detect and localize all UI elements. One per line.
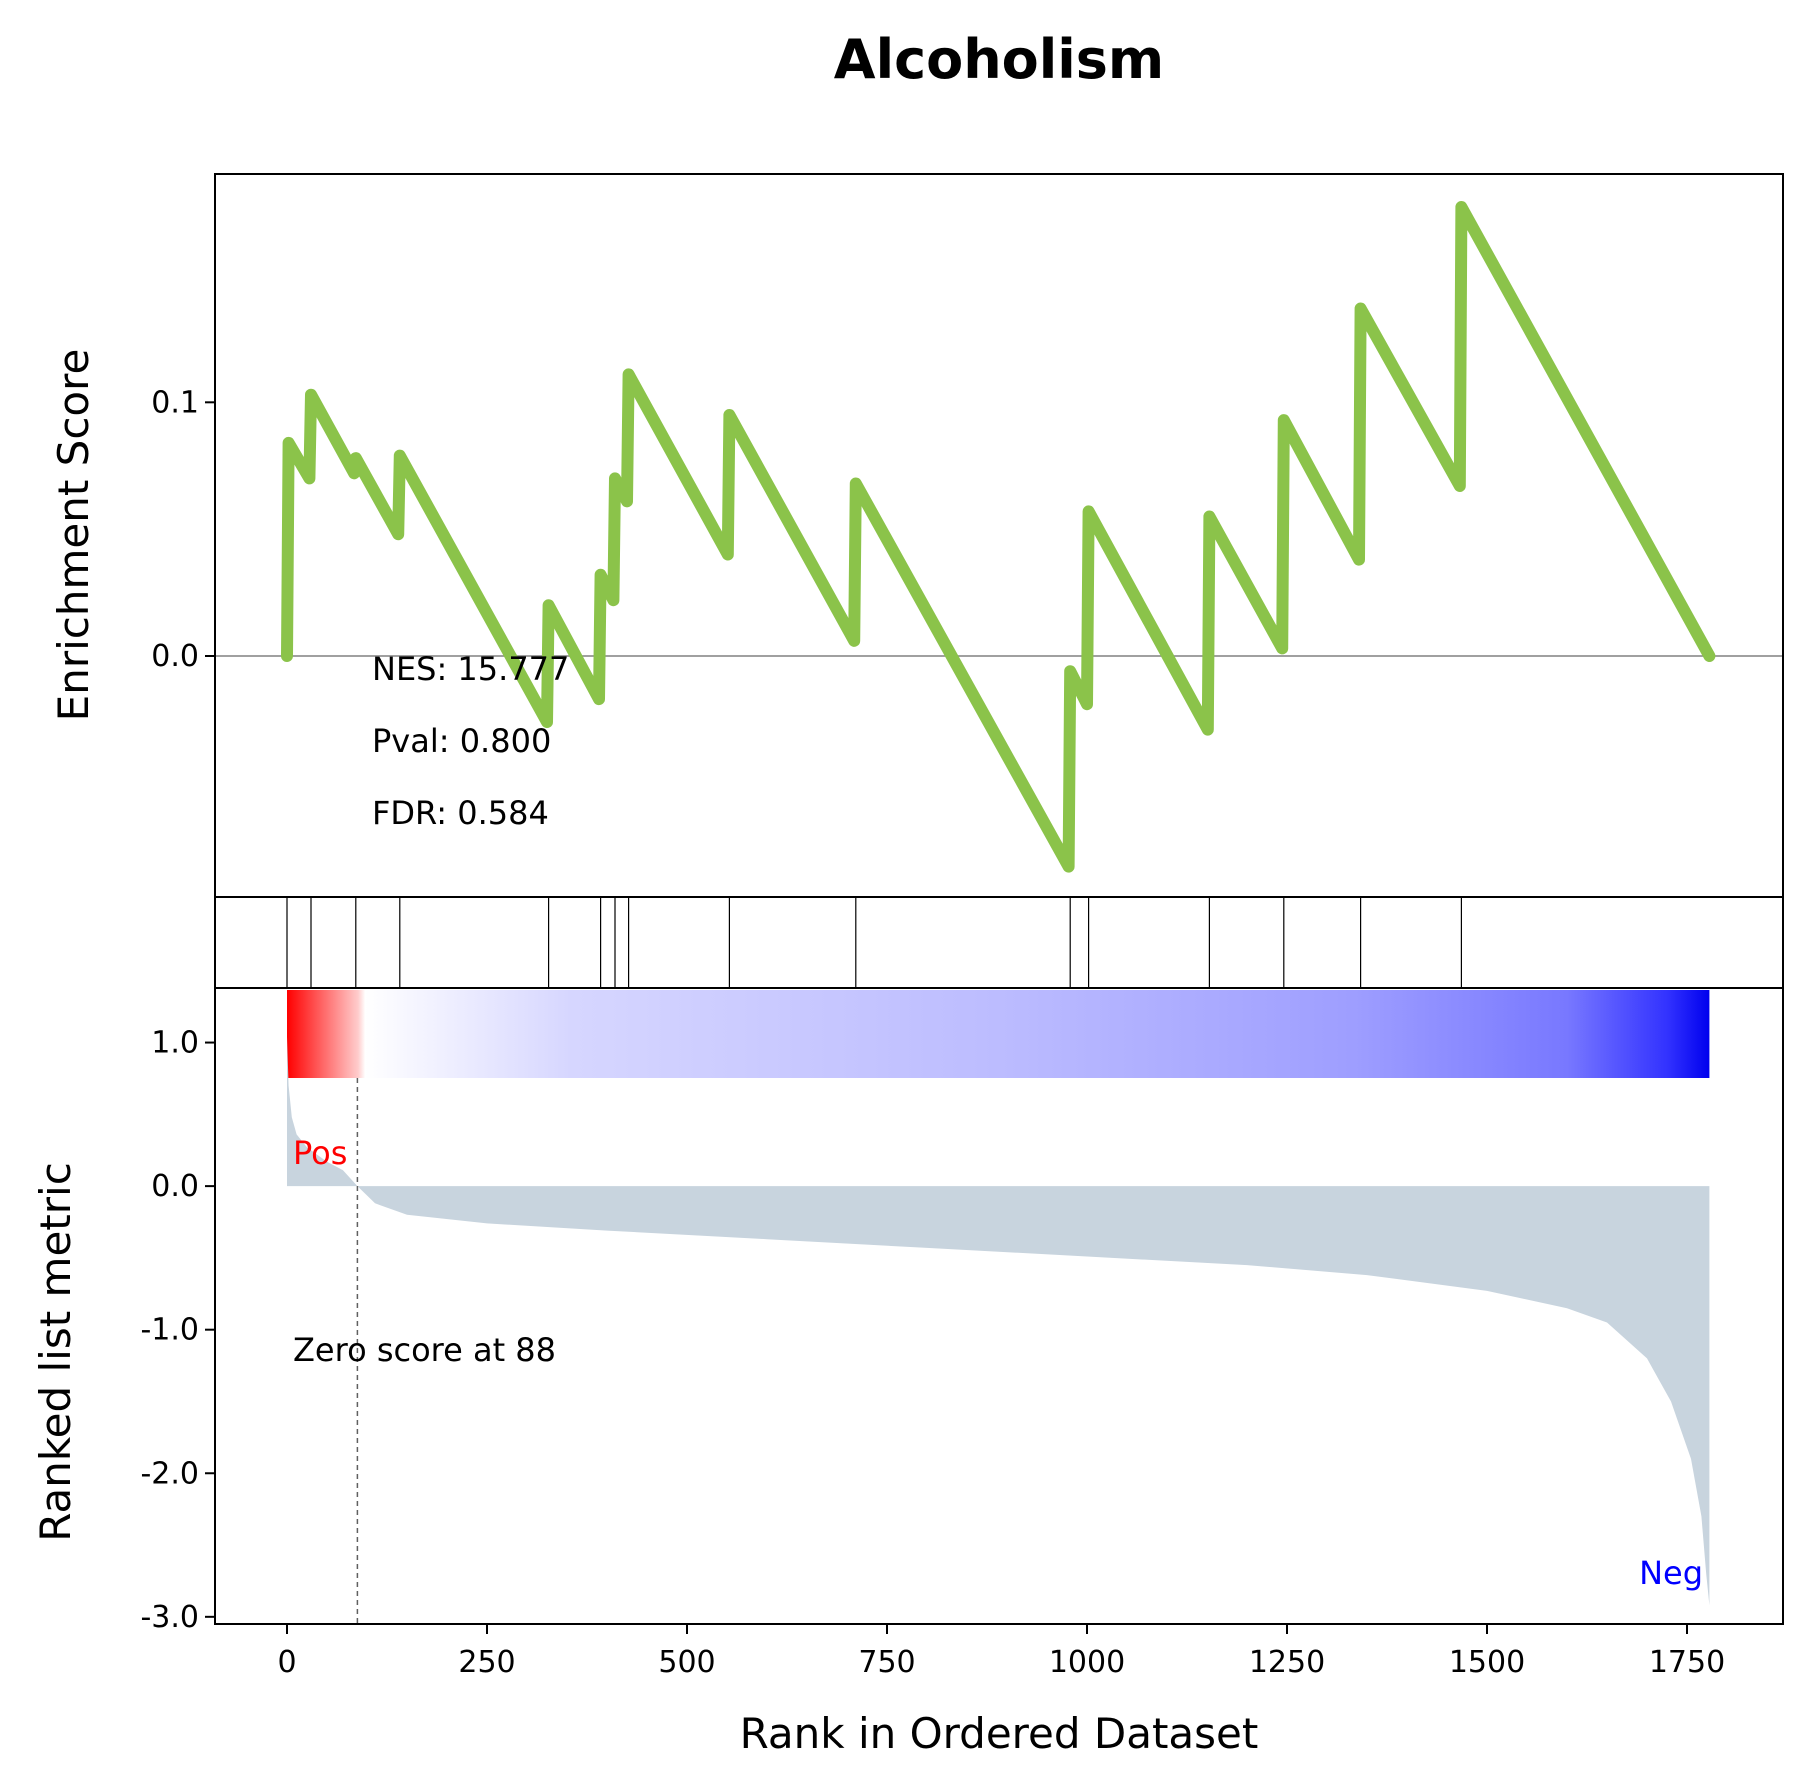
y-tick-label-bottom: 0.0 — [151, 1169, 199, 1204]
y-tick-label-bottom: 1.0 — [151, 1026, 199, 1061]
fdr-label: FDR: 0.584 — [372, 794, 549, 832]
y-axis-label-bottom: Ranked list metric — [31, 1162, 80, 1542]
ranked-metric-area — [287, 1036, 1710, 1606]
x-tick-label: 1500 — [1449, 1645, 1525, 1680]
chart-title: Alcoholism — [834, 28, 1164, 91]
rank-color-bar — [287, 990, 1710, 1078]
x-tick-label: 750 — [858, 1645, 915, 1680]
x-tick-label: 0 — [277, 1645, 296, 1680]
x-tick-label: 250 — [458, 1645, 515, 1680]
es-panel: 0.0 0.1 NES: 15.777 Pval: 0.800 FDR: 0.58… — [151, 173, 1784, 898]
metric-panel: 1.0 0.0 -1.0 -2.0 -3.0 Pos Neg Zero score at… — [140, 987, 1784, 1635]
x-axis: 0 250 500 750 1000 1250 1500 1750 — [277, 1624, 1725, 1680]
y-tick-label-bottom: -2.0 — [140, 1456, 199, 1491]
y-tick-label-top: 0.1 — [151, 385, 199, 420]
x-tick-label: 500 — [658, 1645, 715, 1680]
y-axis-label-top: Enrichment Score — [49, 349, 98, 722]
nes-label: NES: 15.777 — [372, 650, 569, 688]
metric-panel-frame — [214, 987, 1784, 1625]
neg-label: Neg — [1639, 1554, 1703, 1592]
y-tick-label-top: 0.0 — [151, 639, 199, 674]
pval-label: Pval: 0.800 — [372, 722, 551, 760]
x-axis-label: Rank in Ordered Dataset — [740, 1709, 1259, 1758]
x-tick-label: 1000 — [1049, 1645, 1125, 1680]
y-tick-label-bottom: -3.0 — [140, 1600, 199, 1635]
running-es-line — [281, 201, 1716, 873]
hits-panel-frame — [214, 896, 1784, 989]
x-tick-label: 1750 — [1649, 1645, 1725, 1680]
y-tick-label-bottom: -1.0 — [140, 1313, 199, 1348]
zero-score-label: Zero score at 88 — [293, 1331, 556, 1369]
pos-label: Pos — [293, 1134, 347, 1172]
x-tick-label: 1250 — [1249, 1645, 1325, 1680]
hits-panel — [214, 896, 1784, 989]
